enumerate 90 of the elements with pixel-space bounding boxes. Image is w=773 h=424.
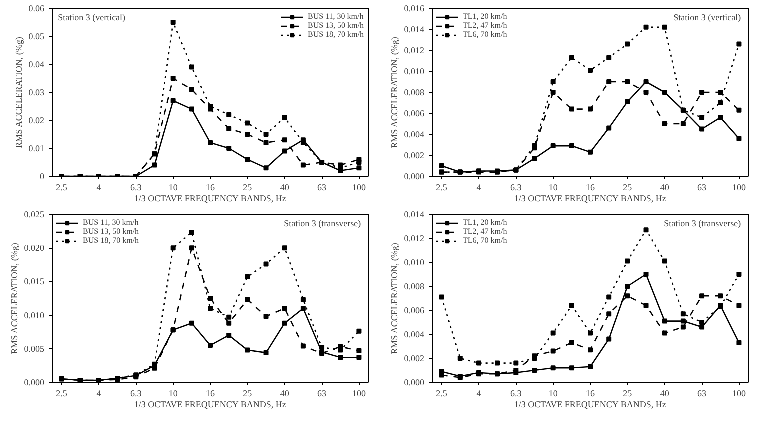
- y-tick-label: 0.01: [28, 144, 44, 154]
- x-axis-title: 1/3 OCTAVE FREQUENCY BANDS, Hz: [514, 194, 666, 204]
- x-tick-label: 25: [243, 388, 253, 398]
- y-tick-label: 0.010: [404, 258, 425, 268]
- x-tick-label: 6.3: [130, 182, 142, 192]
- y-tick-label: 0.015: [24, 276, 45, 287]
- x-tick-label: 100: [732, 388, 746, 398]
- x-tick-label: 4: [476, 182, 482, 192]
- x-tick-label: 10: [548, 388, 558, 398]
- legend-label: TL1, 20 km/h: [463, 218, 508, 227]
- y-tick-label: 0.05: [28, 32, 45, 42]
- y-tick-label: 0.000: [24, 378, 45, 388]
- annotation: Station 3 (vertical): [674, 12, 742, 22]
- x-tick-label: 2.5: [436, 182, 448, 192]
- y-axis-title: RMS ACCELERATION, (%g): [389, 243, 400, 354]
- x-tick-label: 16: [206, 182, 216, 192]
- x-tick-label: 16: [586, 388, 596, 398]
- legend-label: BUS 11, 30 km/h: [308, 12, 364, 21]
- y-tick-label: 0.000: [404, 172, 425, 182]
- y-tick-label: 0.008: [404, 282, 425, 292]
- y-tick-label: 0.012: [404, 234, 424, 244]
- y-tick-label: 0.006: [404, 108, 425, 118]
- x-tick-label: 10: [168, 388, 178, 398]
- x-tick-label: 100: [352, 182, 366, 192]
- x-tick-label: 25: [623, 182, 633, 192]
- y-axis-title: RMS ACCELERATION, (%g): [389, 37, 400, 148]
- y-tick-label: 0.000: [404, 378, 425, 388]
- x-tick-label: 63: [698, 182, 708, 192]
- y-tick-label: 0.002: [404, 150, 424, 160]
- y-tick-label: 0.006: [404, 306, 425, 316]
- y-tick-label: 0.03: [28, 88, 45, 98]
- legend-label: BUS 18, 70 km/h: [308, 30, 364, 39]
- x-tick-label: 40: [660, 182, 670, 192]
- legend-label: TL2, 47 km/h: [463, 227, 508, 236]
- x-tick-label: 40: [660, 388, 670, 398]
- x-tick-label: 63: [318, 182, 328, 192]
- x-tick-label: 63: [318, 388, 328, 398]
- annotation: Station 3 (transverse): [664, 218, 742, 228]
- legend-label: TL2, 47 km/h: [463, 21, 508, 30]
- y-tick-label: 0.004: [404, 130, 425, 140]
- x-tick-label: 16: [206, 388, 216, 398]
- x-tick-label: 25: [243, 182, 253, 192]
- x-tick-label: 100: [732, 182, 746, 192]
- x-tick-label: 16: [586, 182, 596, 192]
- x-tick-label: 6.3: [130, 388, 142, 398]
- x-tick-label: 25: [623, 388, 633, 398]
- x-tick-label: 100: [352, 388, 366, 398]
- legend-label: TL6, 70 km/h: [463, 236, 508, 245]
- x-tick-label: 2.5: [436, 388, 448, 398]
- x-tick-label: 4: [96, 388, 102, 398]
- x-tick-label: 40: [280, 182, 290, 192]
- y-tick-label: 0.012: [404, 46, 424, 56]
- x-axis-title: 1/3 OCTAVE FREQUENCY BANDS, Hz: [134, 194, 286, 204]
- x-tick-label: 10: [168, 182, 178, 192]
- y-tick-label: 0.005: [24, 344, 45, 354]
- y-tick-label: 0.025: [24, 210, 45, 220]
- y-tick-label: 0.014: [404, 24, 425, 34]
- x-axis-title: 1/3 OCTAVE FREQUENCY BANDS, Hz: [134, 400, 286, 410]
- y-tick-label: 0.004: [404, 330, 425, 340]
- y-tick-label: 0.002: [404, 354, 424, 364]
- legend-label: TL1, 20 km/h: [463, 12, 508, 21]
- y-tick-label: 0.010: [24, 310, 45, 320]
- x-axis-title: 1/3 OCTAVE FREQUENCY BANDS, Hz: [514, 400, 666, 410]
- y-tick-label: 0.02: [28, 116, 44, 126]
- y-tick-label: 0: [40, 172, 45, 182]
- y-axis-title: RMS ACCELERATION, (%g): [14, 37, 24, 148]
- y-tick-label: 0.010: [404, 66, 425, 76]
- y-tick-label: 0.04: [28, 60, 45, 70]
- annotation: Station 3 (vertical): [58, 12, 126, 22]
- x-tick-label: 63: [698, 388, 708, 398]
- x-tick-label: 4: [476, 388, 482, 398]
- y-axis-title: RMS ACCELERATION, (%g): [9, 243, 20, 354]
- legend-label: TL6, 70 km/h: [463, 30, 508, 39]
- legend-label: BUS 13, 50 km/h: [83, 227, 140, 236]
- y-tick-label: 0.008: [404, 88, 425, 98]
- x-tick-label: 6.3: [510, 388, 522, 398]
- legend-label: BUS 11, 30 km/h: [83, 218, 139, 227]
- x-tick-label: 10: [548, 182, 558, 192]
- x-tick-label: 4: [96, 182, 102, 192]
- legend-label: BUS 13, 50 km/h: [308, 21, 364, 30]
- annotation: Station 3 (transverse): [284, 218, 362, 228]
- x-tick-label: 2.5: [56, 182, 68, 192]
- legend-label: BUS 18, 70 km/h: [83, 236, 140, 245]
- x-tick-label: 6.3: [510, 182, 522, 192]
- y-tick-label: 0.06: [28, 4, 45, 14]
- y-tick-label: 0.016: [404, 4, 425, 14]
- x-tick-label: 2.5: [56, 388, 68, 398]
- y-tick-label: 0.020: [24, 243, 45, 254]
- y-tick-label: 0.014: [404, 210, 425, 220]
- x-tick-label: 40: [280, 388, 290, 398]
